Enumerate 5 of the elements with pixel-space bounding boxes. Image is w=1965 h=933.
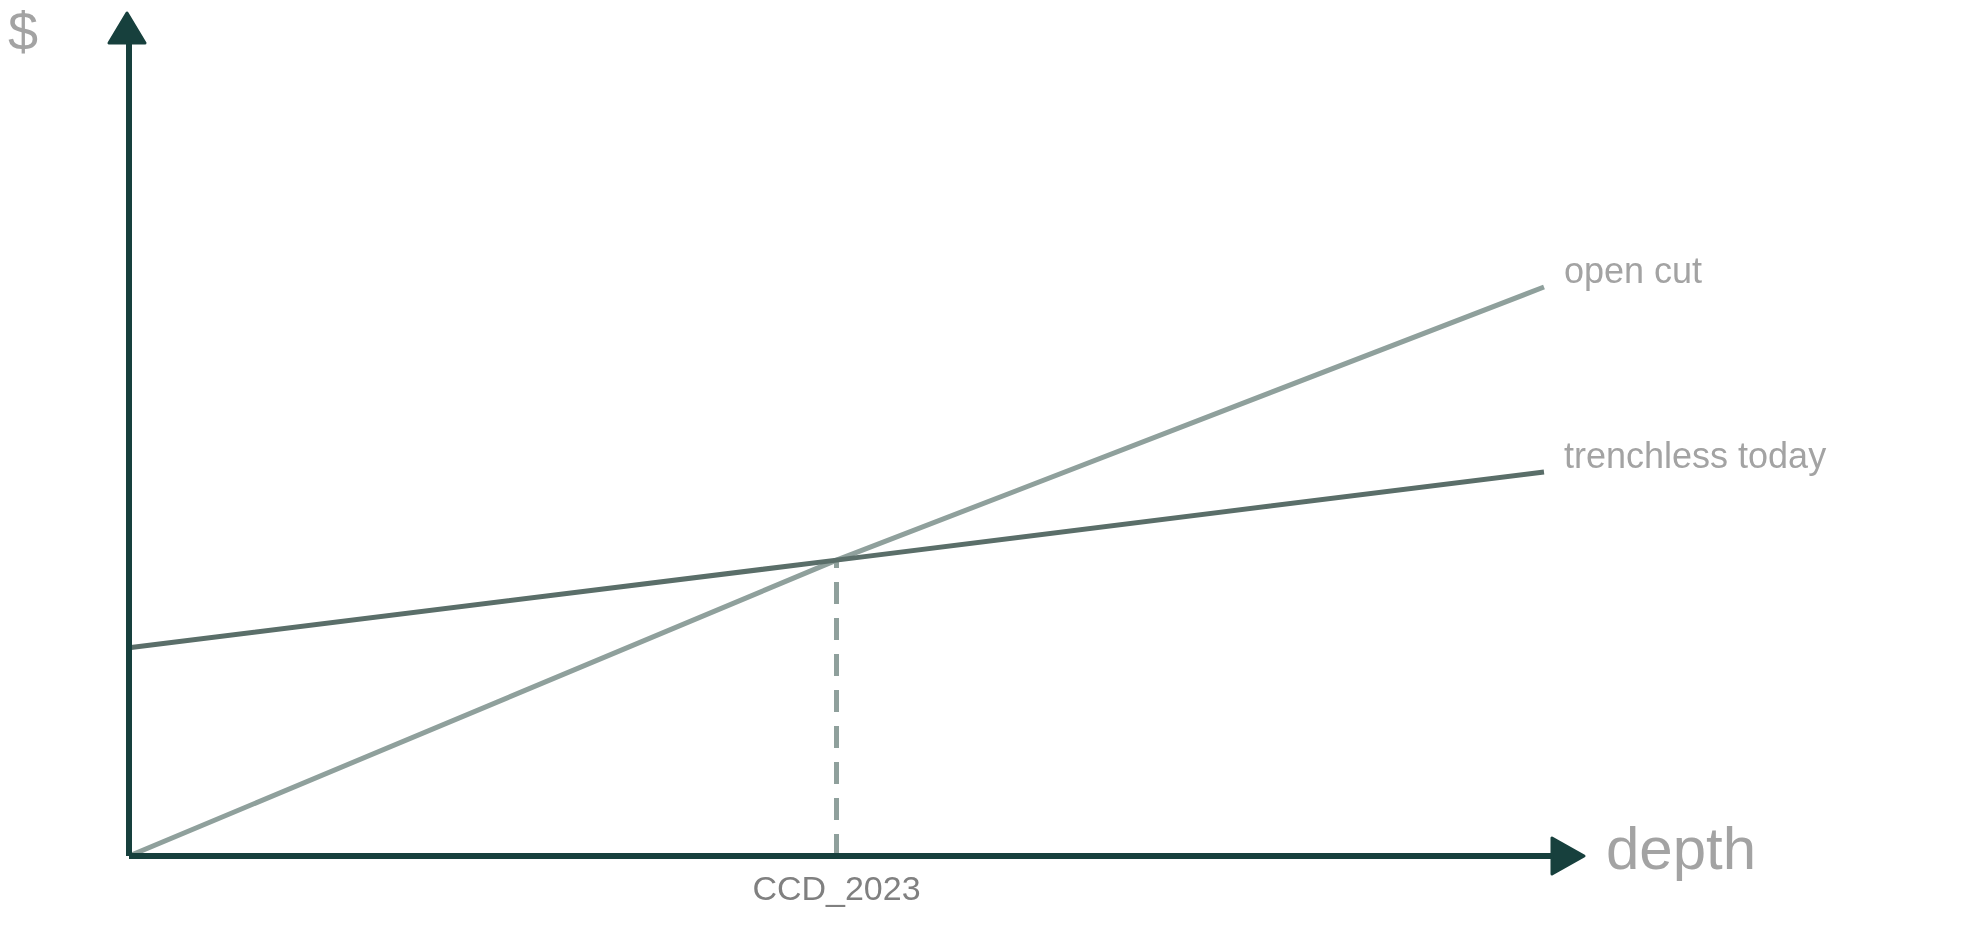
series-label: open cut — [1564, 250, 1703, 292]
x-axis-title: depth — [1606, 814, 1757, 883]
text: CCD_2023 — [752, 869, 921, 907]
series-label: trenchless today — [1564, 434, 1827, 476]
y-axis-title: $ — [8, 0, 39, 62]
